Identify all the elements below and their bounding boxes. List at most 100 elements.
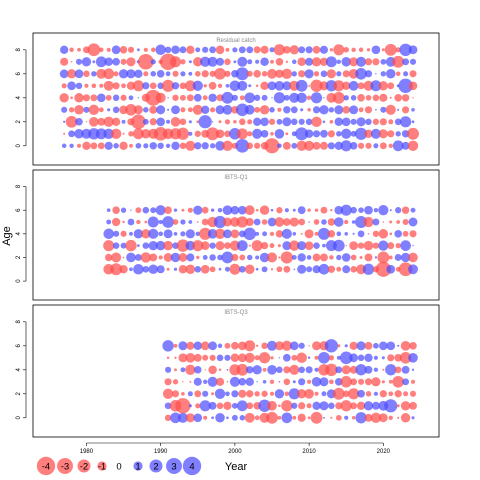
residual-bubble: [357, 389, 365, 398]
legend-item: -4: [36, 456, 56, 476]
residual-bubble: [60, 57, 69, 66]
residual-bubble: [238, 265, 246, 273]
residual-bubble: [389, 96, 392, 99]
residual-bubble: [180, 367, 186, 373]
residual-bubble: [298, 218, 306, 226]
residual-bubble: [173, 343, 178, 348]
residual-bubble: [332, 91, 345, 104]
residual-bubble: [304, 241, 314, 250]
residual-bubble: [229, 376, 240, 387]
residual-bubble: [388, 379, 393, 384]
residual-bubble: [144, 220, 148, 224]
residual-bubble: [68, 107, 75, 113]
residual-bubble: [313, 219, 320, 225]
residual-bubble: [188, 220, 193, 224]
residual-bubble: [156, 265, 165, 274]
residual-bubble: [289, 240, 300, 251]
residual-bubble: [247, 119, 253, 125]
residual-bubble: [342, 70, 350, 78]
residual-bubble: [163, 229, 173, 239]
residual-bubble: [282, 141, 291, 150]
residual-bubble: [366, 48, 371, 52]
residual-bubble: [312, 130, 321, 138]
residual-bubble: [173, 267, 178, 271]
residual-bubble: [350, 402, 358, 410]
residual-bubble: [270, 131, 274, 136]
residual-bubble: [411, 416, 415, 420]
residual-bubble: [122, 132, 125, 135]
residual-bubble: [96, 93, 106, 103]
residual-bubble: [340, 376, 352, 388]
residual-bubble: [133, 263, 144, 275]
residual-bubble: [261, 390, 268, 397]
residual-bubble: [345, 244, 347, 247]
residual-bubble: [138, 54, 154, 70]
residual-bubble: [148, 228, 159, 239]
residual-bubble: [339, 351, 353, 365]
residual-bubble: [209, 254, 216, 261]
residual-bubble: [311, 116, 322, 128]
residual-bubble: [187, 391, 193, 397]
residual-bubble: [267, 217, 277, 227]
residual-bubble: [224, 58, 231, 66]
residual-bubble: [111, 217, 121, 227]
residual-bubble: [113, 71, 119, 77]
residual-bubble: [75, 118, 83, 126]
residual-bubble: [224, 342, 231, 349]
residual-bubble: [210, 107, 216, 113]
residual-bubble: [284, 391, 290, 397]
residual-bubble: [246, 390, 254, 398]
residual-bubble: [224, 354, 231, 361]
legend-label: -1: [98, 462, 106, 473]
residual-bubble: [363, 401, 374, 411]
residual-bubble: [349, 341, 358, 350]
residual-bubble: [293, 268, 296, 271]
legend-label: -3: [61, 462, 69, 473]
residual-bubble: [137, 244, 140, 247]
residual-bubble: [394, 230, 402, 238]
legend-label: 3: [171, 462, 176, 473]
residual-bubble: [333, 44, 345, 56]
residual-bubble: [262, 231, 268, 237]
residual-bubble: [252, 128, 263, 139]
residual-bubble: [320, 129, 328, 138]
residual-bubbles: [59, 43, 419, 154]
residual-bubble: [229, 240, 240, 251]
residual-bubble: [175, 398, 191, 414]
residual-bubble: [180, 59, 186, 65]
residual-bubble: [120, 94, 127, 101]
residual-bubble: [319, 377, 329, 387]
residual-bubble: [270, 59, 274, 64]
residual-bubble: [380, 71, 387, 77]
residual-bubble: [222, 104, 233, 115]
residual-bubble: [291, 402, 298, 409]
residual-bubble: [297, 413, 306, 422]
legend-item: -2: [77, 459, 91, 473]
residual-bubble: [342, 81, 351, 91]
residual-bubble: [196, 120, 200, 124]
residual-bubble: [176, 127, 190, 140]
residual-bubble: [276, 366, 283, 374]
residual-bubble: [246, 366, 254, 374]
residual-bubble: [181, 391, 185, 396]
residual-bubble: [362, 263, 375, 275]
residual-bubble: [310, 411, 323, 424]
residual-bubble: [126, 69, 136, 79]
legend-item: 3: [166, 458, 182, 474]
residual-bubble: [77, 143, 82, 148]
residual-bubble: [348, 80, 359, 91]
legend-bubble: [133, 461, 143, 471]
residual-bubble: [365, 142, 372, 149]
residual-bubble: [90, 142, 98, 150]
residual-bubble: [157, 142, 164, 149]
residual-bubble: [259, 252, 270, 263]
residual-bubble: [269, 243, 275, 249]
residual-bubble: [298, 402, 306, 410]
residual-bubble: [215, 377, 225, 386]
residual-bubble: [185, 229, 195, 239]
residual-bubble: [83, 70, 90, 78]
residual-bubble: [304, 129, 314, 139]
residual-bubble: [142, 82, 150, 90]
residual-bubble: [397, 108, 400, 111]
residual-bubble: [365, 118, 372, 126]
